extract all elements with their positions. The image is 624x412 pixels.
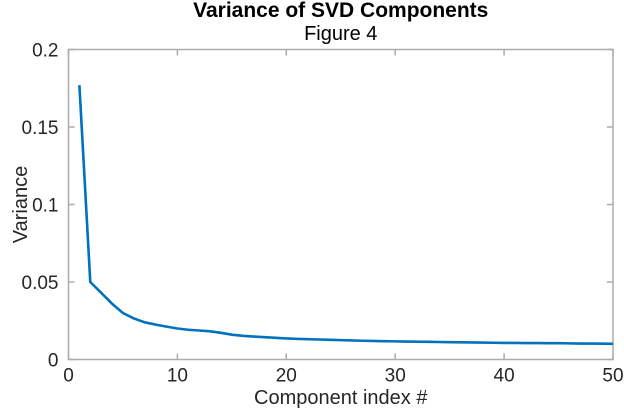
x-tick-label: 30: [385, 366, 406, 387]
y-tick-label: 0.15: [22, 118, 59, 139]
y-tick-label: 0: [48, 351, 59, 372]
y-tick-label: 0.2: [32, 41, 58, 62]
variance-curve: [78, 85, 614, 346]
chart-title: Variance of SVD Components: [193, 0, 488, 22]
y-axis-tick-labels: 0 0.05 0.1 0.15 0.2: [22, 41, 59, 372]
x-tick-label: 40: [494, 366, 515, 387]
plot-area-box: [67, 48, 614, 361]
x-tick-label: 50: [602, 366, 623, 387]
x-tick-label: 0: [63, 366, 74, 387]
x-axis-label: Component index #: [254, 387, 428, 409]
chart-subtitle: Figure 4: [304, 23, 377, 45]
x-tick-label: 10: [167, 366, 188, 387]
y-tick-label: 0.1: [32, 196, 58, 217]
y-tick-label: 0.05: [22, 273, 59, 294]
axis-tick-marks: [67, 48, 614, 361]
x-axis-tick-labels: 0 10 20 30 40 50: [63, 366, 623, 387]
x-tick-label: 20: [276, 366, 297, 387]
y-axis-label: Variance: [10, 166, 32, 243]
